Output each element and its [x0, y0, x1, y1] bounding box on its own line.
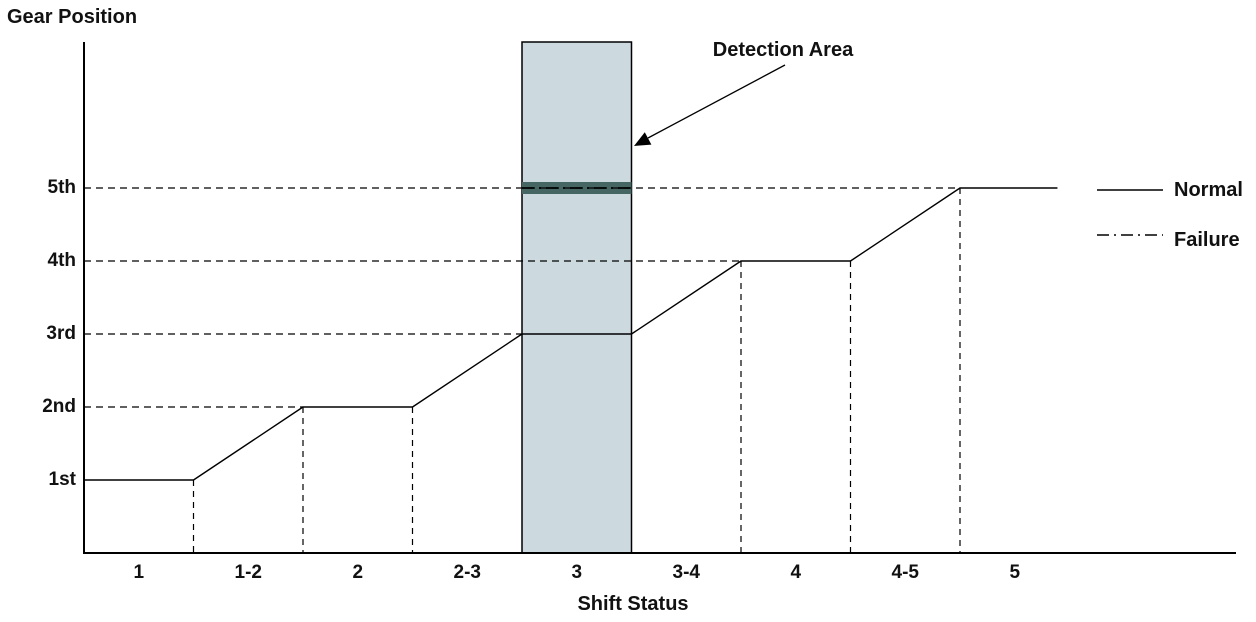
x-tick-label: 5: [1009, 562, 1021, 583]
annotation-arrowhead: [634, 132, 652, 146]
x-tick-label: 2: [352, 562, 364, 583]
detection-area-rect: [521, 41, 633, 554]
x-tick-label: 3-4: [672, 562, 700, 583]
x-tick-label: 4: [790, 562, 802, 583]
y-tick-label: 1st: [48, 469, 76, 490]
y-tick-label: 2nd: [42, 396, 76, 417]
y-tick-label: 5th: [47, 177, 77, 198]
x-tick-label: 3: [571, 562, 583, 583]
x-tick-label: 1: [133, 562, 145, 583]
detection-area-label: Detection Area: [712, 39, 854, 61]
legend-label-failure: Failure: [1174, 229, 1240, 251]
normal-line: [84, 187, 1058, 481]
y-tick-label: 3rd: [46, 323, 76, 344]
x-tick-label: 1-2: [234, 562, 262, 583]
y-axis-title: Gear Position: [7, 6, 138, 28]
x-tick-label: 4-5: [891, 562, 919, 583]
x-tick-label: 2-3: [453, 562, 481, 583]
x-axis-title: Shift Status: [577, 593, 689, 615]
y-tick-label: 4th: [47, 250, 77, 271]
legend-label-normal: Normal: [1174, 179, 1243, 201]
annotation-arrow: [647, 64, 786, 139]
